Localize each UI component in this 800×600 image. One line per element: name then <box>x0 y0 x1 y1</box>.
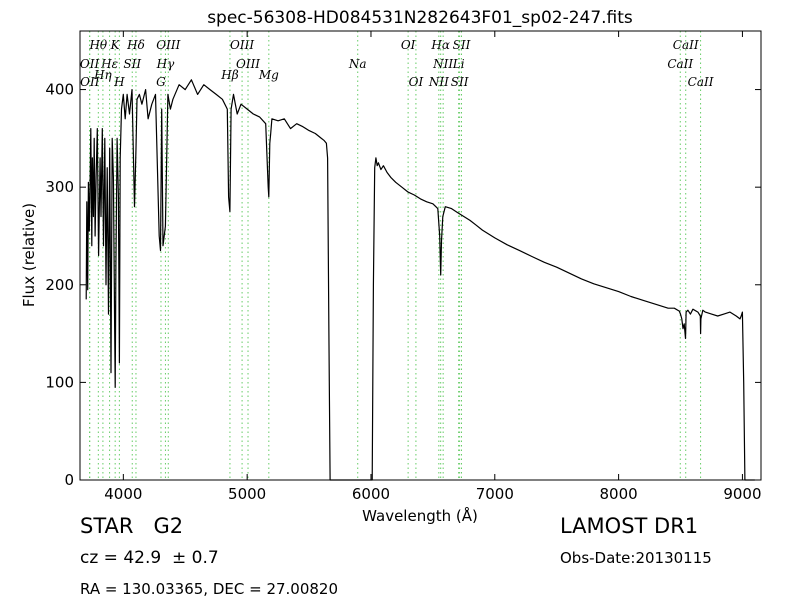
marker-label: Hα <box>430 38 450 52</box>
marker-label: K <box>110 38 121 52</box>
ticks-layer: 4000 5000 6000 7000 8000 9000 0 100 200 300 400 <box>45 31 762 503</box>
marker-label: CaII <box>688 75 714 89</box>
y-tick-label: 100 <box>45 373 74 391</box>
obs-date-label: Obs-Date:20130115 <box>560 549 712 567</box>
x-tick-label: 9000 <box>723 485 761 503</box>
marker-label: OIII <box>236 57 260 71</box>
marker-label: SII <box>451 75 469 89</box>
x-tick-label: 4000 <box>104 485 142 503</box>
marker-label: SII <box>123 57 141 71</box>
marker-label: CaII <box>673 38 699 52</box>
marker-label: Hδ <box>126 38 145 52</box>
marker-label: Li <box>452 57 465 71</box>
marker-label: OIII <box>230 38 254 52</box>
ra-dec-label: RA = 130.03365, DEC = 27.00820 <box>80 580 339 598</box>
x-tick-label: 6000 <box>352 485 390 503</box>
marker-label: Hθ <box>88 38 107 52</box>
chart-title: spec-56308-HD084531N282643F01_sp02-247.f… <box>207 8 633 28</box>
marker-label: SII <box>453 38 471 52</box>
marker-label: Hε <box>100 57 118 71</box>
x-tick-label: 7000 <box>476 485 514 503</box>
y-tick-label: 300 <box>45 178 74 196</box>
marker-label: OI <box>409 75 424 89</box>
survey-label: LAMOST DR1 <box>560 514 699 538</box>
marker-label: G <box>156 75 166 89</box>
x-tick-label: 5000 <box>228 485 266 503</box>
y-tick-label: 400 <box>45 81 74 99</box>
y-tick-label: 200 <box>45 276 74 294</box>
x-tick-label: 8000 <box>600 485 638 503</box>
marker-label: CaII <box>667 57 693 71</box>
spectrum-series-line <box>85 79 755 481</box>
marker-label: Hη <box>93 68 112 82</box>
x-axis-label: Wavelength (Å) <box>362 506 478 525</box>
marker-label: OI <box>401 38 416 52</box>
plot-frame <box>79 30 762 481</box>
marker-label: Hβ <box>220 68 238 82</box>
redshift-label: cz = 42.9 ± 0.7 <box>80 548 219 568</box>
marker-label: Na <box>348 57 367 71</box>
y-axis-label: Flux (relative) <box>20 203 38 307</box>
marker-label: OIII <box>156 38 180 52</box>
series-layer <box>85 79 755 481</box>
y-tick-label: 0 <box>64 471 74 489</box>
marker-label: Hγ <box>156 57 175 71</box>
marker-label: NII <box>428 75 449 89</box>
marker-label: OII <box>80 75 100 89</box>
marker-label: H <box>113 75 125 89</box>
marker-label: Mg <box>258 68 279 82</box>
object-class-label: STAR G2 <box>80 514 184 538</box>
marker-label: NII <box>432 57 453 71</box>
